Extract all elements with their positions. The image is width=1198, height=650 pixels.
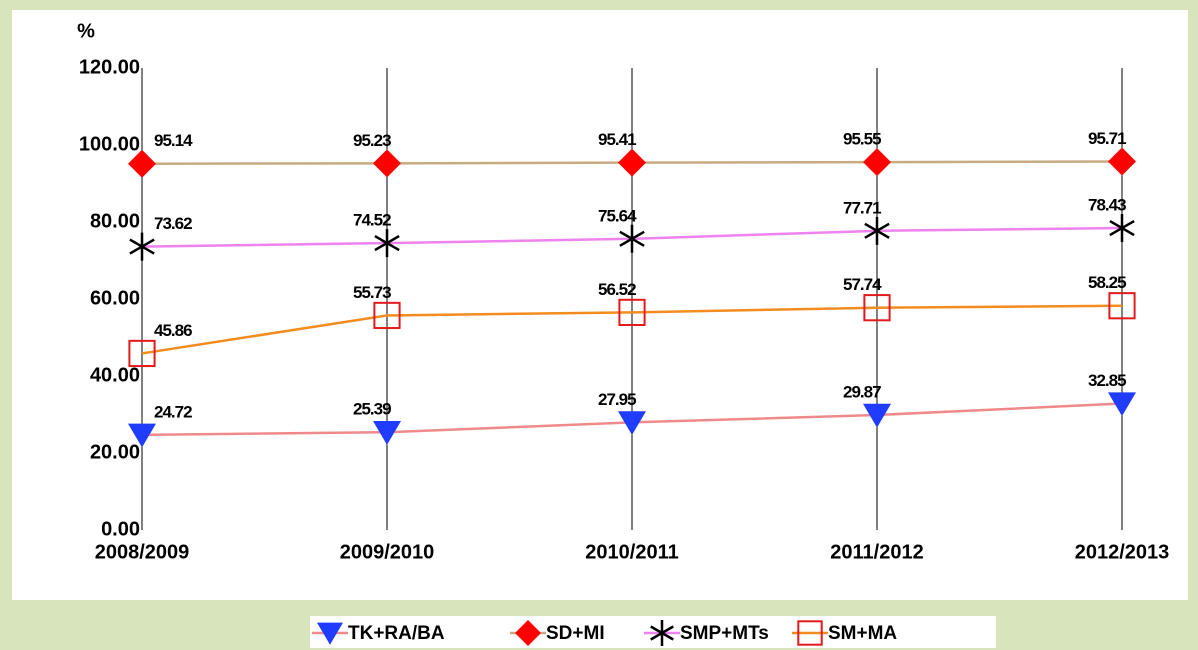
- data-label: 55.73: [353, 283, 391, 302]
- legend-label: TK+RA/BA: [348, 623, 445, 644]
- legend-label: SM+MA: [828, 623, 897, 644]
- data-point: [1109, 214, 1135, 243]
- data-label: 75.64: [598, 206, 637, 225]
- y-tick-label: 20.00: [90, 441, 140, 463]
- data-point: [128, 423, 156, 448]
- data-label: 95.55: [843, 130, 881, 149]
- data-point: [373, 421, 401, 445]
- data-point: [374, 229, 400, 258]
- data-label: 78.43: [1088, 196, 1126, 215]
- x-tick-label: 2011/2012: [830, 541, 923, 563]
- data-label: 95.71: [1088, 129, 1126, 148]
- data-point: [618, 411, 646, 435]
- data-point: [863, 403, 891, 428]
- y-axis-label: %: [77, 20, 95, 42]
- data-point: [1108, 292, 1136, 320]
- data-label: 95.41: [598, 130, 636, 149]
- data-point: [1108, 392, 1136, 417]
- y-tick-label: 60.00: [90, 287, 140, 309]
- data-label: 73.62: [154, 214, 192, 233]
- data-point: [618, 148, 646, 177]
- data-point: [618, 298, 646, 326]
- data-point: [619, 224, 645, 253]
- data-point: [1108, 147, 1136, 176]
- y-tick-label: 120.00: [79, 56, 140, 78]
- data-label: 57.74: [843, 275, 882, 294]
- legend-marker: [515, 620, 541, 646]
- x-tick-label: 2008/2009: [95, 541, 190, 563]
- legend-label: SD+MI: [546, 623, 605, 644]
- data-point: [128, 149, 156, 178]
- data-label: 25.39: [353, 400, 391, 419]
- data-label: 58.25: [1088, 273, 1126, 292]
- data-label: 29.87: [843, 382, 881, 401]
- data-point: [373, 301, 401, 330]
- data-point: [128, 339, 156, 368]
- data-label: 95.14: [154, 131, 193, 150]
- legend-marker: [650, 620, 674, 646]
- data-label: 32.85: [1088, 371, 1126, 390]
- legend-label: SMP+MTs: [680, 623, 769, 644]
- data-label: 45.86: [154, 321, 192, 340]
- x-tick-label: 2009/2010: [340, 541, 435, 563]
- legend-marker: [317, 622, 343, 645]
- data-label: 56.52: [598, 280, 636, 299]
- data-label: 27.95: [598, 390, 636, 409]
- x-tick-label: 2010/2011: [585, 541, 678, 563]
- y-tick-label: 40.00: [90, 364, 140, 386]
- y-tick-label: 100.00: [79, 133, 140, 155]
- data-point: [863, 294, 891, 322]
- y-tick-label: 0.00: [101, 518, 140, 540]
- series-line: [141, 304, 1123, 355]
- data-point: [373, 149, 401, 178]
- x-tick-label: 2012/2013: [1075, 541, 1170, 563]
- data-label: 74.52: [353, 211, 391, 230]
- data-label: 77.71: [843, 198, 881, 217]
- data-point: [863, 148, 891, 177]
- data-label: 95.23: [353, 131, 391, 150]
- plot-background: [12, 10, 1188, 600]
- y-tick-label: 80.00: [90, 210, 140, 232]
- legend-marker: [797, 620, 823, 646]
- data-point: [129, 232, 155, 261]
- data-point: [864, 216, 890, 245]
- data-label: 24.72: [154, 402, 192, 421]
